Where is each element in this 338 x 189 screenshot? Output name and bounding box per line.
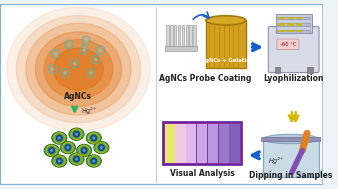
Bar <box>166 25 169 46</box>
Bar <box>166 46 197 51</box>
Circle shape <box>50 149 53 152</box>
Ellipse shape <box>263 134 318 144</box>
Bar <box>296 30 302 32</box>
Bar <box>274 67 280 73</box>
Circle shape <box>98 145 104 151</box>
Ellipse shape <box>52 155 67 167</box>
Circle shape <box>58 160 61 162</box>
Bar <box>277 23 310 26</box>
Circle shape <box>51 67 54 71</box>
Circle shape <box>67 43 71 46</box>
Circle shape <box>89 71 93 75</box>
Ellipse shape <box>44 40 113 99</box>
Bar <box>275 14 312 33</box>
Bar <box>287 30 294 32</box>
Bar <box>263 139 318 177</box>
FancyBboxPatch shape <box>277 39 299 50</box>
Circle shape <box>99 48 102 52</box>
Ellipse shape <box>52 132 67 144</box>
Bar <box>197 124 207 163</box>
Ellipse shape <box>69 128 84 140</box>
Circle shape <box>100 146 103 149</box>
Circle shape <box>67 146 69 149</box>
Bar <box>287 23 294 26</box>
Bar <box>279 30 285 32</box>
Circle shape <box>65 145 71 151</box>
Circle shape <box>82 48 86 52</box>
Bar <box>193 25 196 46</box>
Ellipse shape <box>44 144 59 157</box>
Bar <box>189 25 192 46</box>
Text: Dipping in Samples: Dipping in Samples <box>249 171 333 180</box>
Circle shape <box>75 133 78 136</box>
Circle shape <box>73 156 79 162</box>
Bar <box>178 25 180 46</box>
Bar <box>277 30 310 33</box>
Circle shape <box>54 52 57 56</box>
Bar <box>175 124 186 163</box>
Circle shape <box>84 39 88 42</box>
Bar <box>279 16 285 19</box>
Circle shape <box>73 131 79 137</box>
Bar <box>163 122 242 165</box>
Bar <box>165 124 175 163</box>
Circle shape <box>92 137 95 139</box>
Bar <box>296 23 302 26</box>
Bar <box>277 16 310 19</box>
Ellipse shape <box>26 23 131 115</box>
Bar <box>208 124 218 163</box>
Circle shape <box>63 71 67 75</box>
Bar <box>279 23 285 26</box>
Ellipse shape <box>60 141 76 154</box>
Ellipse shape <box>53 48 103 90</box>
Bar <box>261 137 320 141</box>
Circle shape <box>73 62 76 65</box>
Ellipse shape <box>76 144 92 157</box>
Circle shape <box>58 137 61 139</box>
Bar <box>287 16 294 19</box>
Ellipse shape <box>69 153 84 165</box>
Bar <box>206 20 246 68</box>
Bar <box>182 25 184 46</box>
Circle shape <box>56 158 63 164</box>
Text: Hg²⁺: Hg²⁺ <box>81 107 97 114</box>
FancyBboxPatch shape <box>268 27 319 73</box>
Ellipse shape <box>7 7 150 131</box>
Bar <box>296 16 302 19</box>
Ellipse shape <box>206 15 246 25</box>
Bar <box>307 67 313 73</box>
Ellipse shape <box>86 155 101 167</box>
Ellipse shape <box>208 17 244 24</box>
Bar <box>174 25 176 46</box>
Text: Visual Analysis: Visual Analysis <box>170 169 235 178</box>
Circle shape <box>91 135 97 141</box>
Text: Hg²⁺: Hg²⁺ <box>269 156 284 163</box>
Circle shape <box>92 160 95 162</box>
Circle shape <box>91 158 97 164</box>
FancyBboxPatch shape <box>0 4 323 185</box>
Ellipse shape <box>86 132 101 144</box>
Text: -60 °C: -60 °C <box>280 42 296 47</box>
Text: AgNCs Probe Coating: AgNCs Probe Coating <box>160 74 252 83</box>
Circle shape <box>83 149 86 152</box>
Ellipse shape <box>16 15 141 123</box>
Circle shape <box>81 147 87 153</box>
Bar <box>186 25 188 46</box>
Ellipse shape <box>94 141 109 154</box>
Bar <box>229 124 240 163</box>
Bar <box>186 124 196 163</box>
Text: AgNCs: AgNCs <box>65 92 92 101</box>
Circle shape <box>49 147 55 153</box>
Text: Lyophilization: Lyophilization <box>263 74 324 83</box>
Circle shape <box>94 58 97 61</box>
Circle shape <box>75 158 78 160</box>
Ellipse shape <box>35 32 121 106</box>
Bar <box>219 124 229 163</box>
Circle shape <box>56 135 63 141</box>
Text: AgNCs + Gelatin: AgNCs + Gelatin <box>201 58 250 63</box>
Bar <box>170 25 173 46</box>
